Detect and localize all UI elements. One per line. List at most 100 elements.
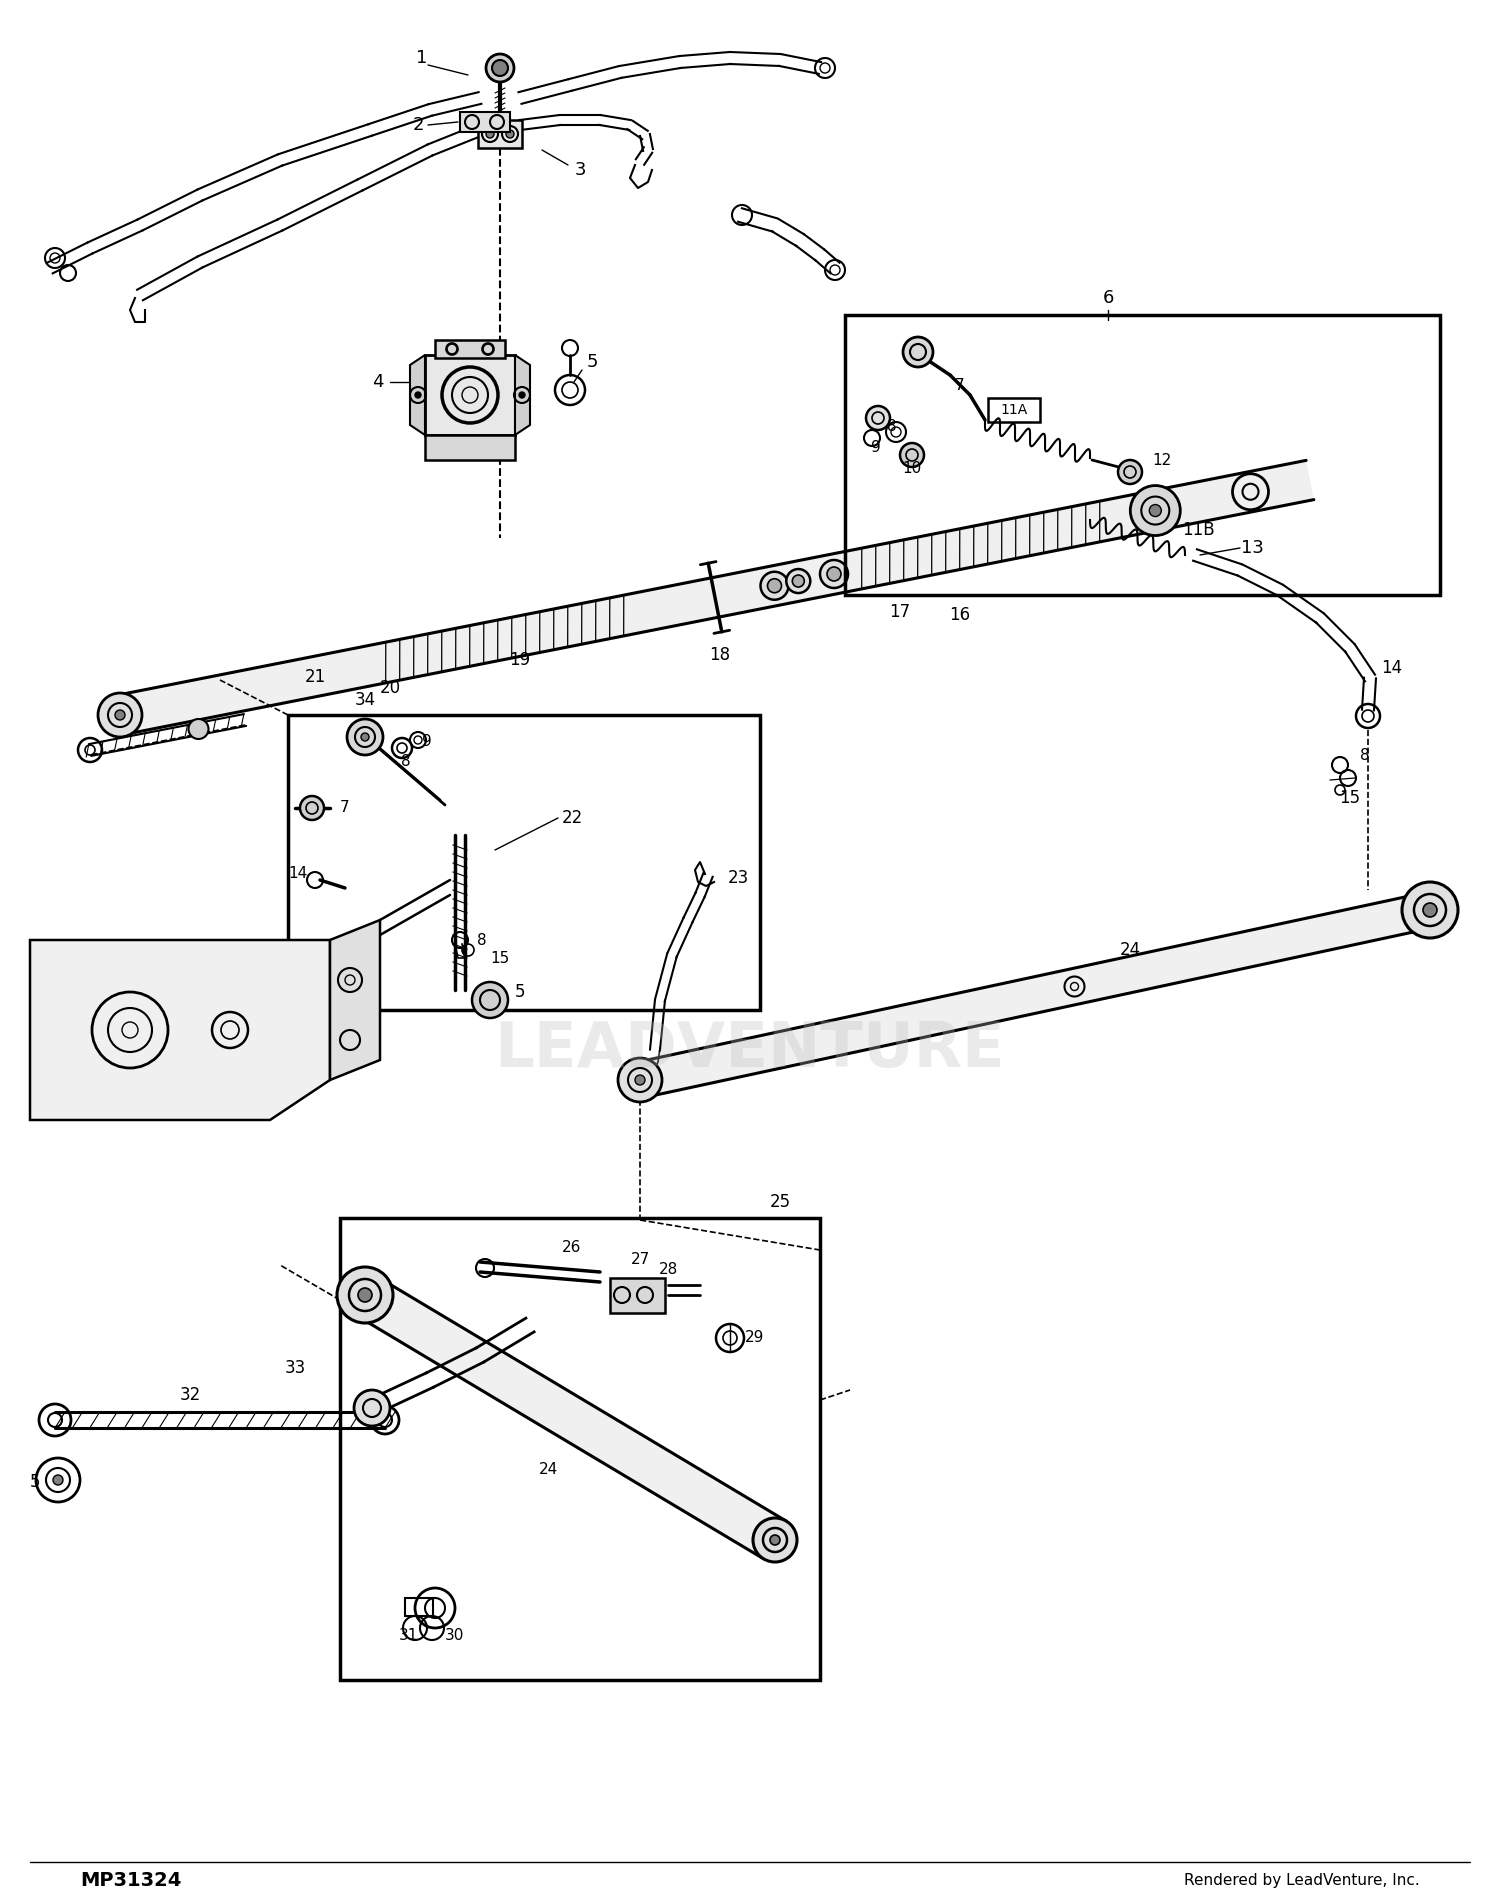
Circle shape — [634, 1075, 645, 1085]
Text: 15: 15 — [1340, 789, 1360, 808]
Text: 31: 31 — [399, 1629, 417, 1644]
Text: 32: 32 — [180, 1386, 201, 1405]
Text: 5: 5 — [514, 982, 525, 1001]
Circle shape — [53, 1475, 63, 1485]
Text: 21: 21 — [304, 667, 326, 686]
Text: 10: 10 — [903, 461, 921, 476]
Circle shape — [486, 53, 514, 82]
Polygon shape — [330, 920, 380, 1081]
Circle shape — [492, 61, 508, 76]
Text: LEADVENTURE: LEADVENTURE — [495, 1020, 1005, 1081]
Circle shape — [1402, 882, 1458, 939]
Text: 11B: 11B — [1182, 521, 1215, 538]
Polygon shape — [116, 461, 1314, 734]
Circle shape — [486, 131, 494, 138]
Circle shape — [618, 1058, 662, 1102]
Circle shape — [189, 719, 209, 739]
Polygon shape — [30, 940, 330, 1121]
Circle shape — [903, 337, 933, 368]
Polygon shape — [354, 1276, 786, 1559]
Polygon shape — [410, 355, 424, 434]
Text: 1: 1 — [417, 49, 428, 66]
Circle shape — [416, 392, 422, 398]
Circle shape — [865, 406, 889, 430]
Circle shape — [1149, 504, 1161, 516]
Text: 11A: 11A — [1000, 404, 1028, 417]
Bar — [424, 355, 514, 434]
Bar — [460, 112, 510, 133]
Bar — [405, 1598, 433, 1615]
Text: 25: 25 — [770, 1193, 790, 1212]
Circle shape — [768, 578, 782, 593]
Text: 24: 24 — [538, 1462, 558, 1477]
Bar — [988, 398, 1039, 423]
Text: 8: 8 — [477, 933, 488, 948]
Text: 14: 14 — [1382, 660, 1402, 677]
Text: 27: 27 — [630, 1253, 650, 1268]
Text: 7: 7 — [340, 800, 350, 815]
Circle shape — [338, 1267, 393, 1323]
Bar — [340, 1217, 821, 1680]
Bar — [610, 1278, 664, 1314]
Text: 4: 4 — [372, 374, 384, 391]
Text: 14: 14 — [288, 865, 308, 880]
Text: 33: 33 — [285, 1359, 306, 1376]
Circle shape — [300, 796, 324, 819]
Circle shape — [362, 734, 369, 741]
Text: 12: 12 — [1152, 453, 1172, 468]
Text: 9: 9 — [422, 734, 432, 749]
Text: 15: 15 — [490, 950, 510, 965]
Text: 28: 28 — [658, 1263, 678, 1278]
Text: 7: 7 — [956, 377, 964, 392]
Circle shape — [827, 567, 842, 580]
Text: 8: 8 — [1360, 749, 1370, 764]
Text: 24: 24 — [1119, 940, 1140, 959]
Circle shape — [519, 392, 525, 398]
Text: 6: 6 — [1102, 288, 1113, 307]
Text: 20: 20 — [380, 679, 400, 698]
Circle shape — [786, 569, 810, 593]
Circle shape — [821, 559, 848, 588]
Text: 16: 16 — [950, 607, 970, 624]
Text: 18: 18 — [710, 647, 730, 664]
Circle shape — [506, 131, 515, 138]
Text: 29: 29 — [746, 1331, 765, 1346]
Text: 30: 30 — [446, 1629, 465, 1644]
Circle shape — [358, 1287, 372, 1303]
Text: 17: 17 — [890, 603, 910, 622]
Circle shape — [792, 574, 804, 588]
Polygon shape — [636, 893, 1434, 1098]
Circle shape — [472, 982, 508, 1018]
Circle shape — [354, 1390, 390, 1426]
Bar — [435, 339, 506, 358]
Bar — [424, 434, 514, 461]
Text: MP31324: MP31324 — [80, 1871, 182, 1890]
Text: 23: 23 — [728, 868, 748, 887]
Circle shape — [1118, 461, 1142, 483]
Text: 13: 13 — [1240, 538, 1263, 557]
Text: Rendered by LeadVenture, Inc.: Rendered by LeadVenture, Inc. — [1185, 1873, 1420, 1888]
Text: 8: 8 — [886, 419, 897, 434]
Circle shape — [760, 573, 789, 599]
Circle shape — [116, 709, 124, 720]
Circle shape — [770, 1536, 780, 1545]
Text: 5: 5 — [586, 353, 597, 372]
Text: 19: 19 — [510, 650, 531, 669]
Text: 34: 34 — [354, 690, 375, 709]
Text: 3: 3 — [574, 161, 585, 178]
Circle shape — [1131, 485, 1180, 535]
Text: 5: 5 — [30, 1473, 40, 1490]
Bar — [288, 715, 760, 1011]
Polygon shape — [514, 355, 529, 434]
Circle shape — [1424, 902, 1437, 918]
Circle shape — [753, 1519, 796, 1562]
Text: 8: 8 — [400, 755, 411, 770]
Circle shape — [98, 694, 142, 738]
Text: 26: 26 — [562, 1240, 582, 1255]
Circle shape — [900, 444, 924, 466]
Text: 22: 22 — [561, 810, 582, 827]
Bar — [844, 315, 1440, 595]
Text: 9: 9 — [871, 440, 880, 455]
Bar — [478, 119, 522, 148]
Circle shape — [346, 719, 382, 755]
